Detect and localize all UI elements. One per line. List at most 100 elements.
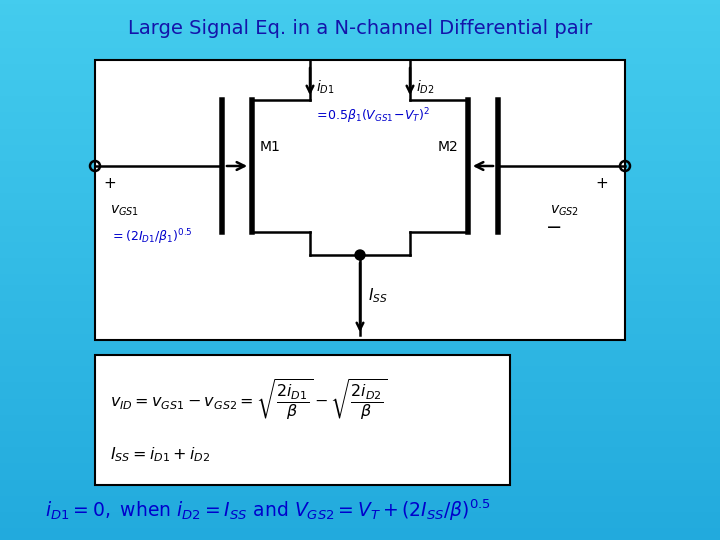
Bar [0,427,720,432]
Bar [95,60,625,340]
Text: $v_{GS2}$: $v_{GS2}$ [550,204,579,218]
Text: Large Signal Eq. in a N-channel Differential pair: Large Signal Eq. in a N-channel Differen… [128,18,592,37]
Bar [0,32,720,38]
Bar [0,65,720,70]
Text: M2: M2 [438,140,459,154]
Bar [0,259,720,265]
Text: M1: M1 [260,140,281,154]
Text: $=\!0.5\beta_1(V_{GS1}\!-\!V_T)^2$: $=\!0.5\beta_1(V_{GS1}\!-\!V_T)^2$ [314,106,430,126]
Bar [0,162,720,167]
Bar [0,27,720,32]
Bar [0,254,720,259]
Bar [0,335,720,340]
Bar [0,356,720,362]
Bar [0,281,720,286]
Bar [0,59,720,65]
Bar [0,302,720,308]
Bar [0,470,720,475]
Bar [0,119,720,124]
Bar [0,194,720,200]
Text: $-$: $-$ [545,216,562,235]
Bar [0,200,720,205]
Bar [0,502,720,508]
Text: +: + [103,176,116,191]
Bar [0,464,720,470]
Bar [0,432,720,437]
Bar [0,292,720,297]
Bar [0,146,720,151]
Bar [0,97,720,103]
Bar [0,238,720,243]
Bar [0,329,720,335]
Bar [0,508,720,513]
Bar [0,11,720,16]
Bar [0,151,720,157]
Bar [0,367,720,373]
Text: $=(2I_{D1}/\beta_1)^{0.5}$: $=(2I_{D1}/\beta_1)^{0.5}$ [110,227,193,247]
Bar [0,49,720,54]
Text: $I_{SS} = i_{D1} + i_{D2}$: $I_{SS} = i_{D1} + i_{D2}$ [110,446,210,464]
Text: $i_{D1}$: $i_{D1}$ [316,79,335,97]
Bar [0,319,720,324]
Bar [0,22,720,27]
Bar [0,518,720,524]
Bar [0,167,720,173]
Bar [0,437,720,443]
Text: $v_{ID} = v_{GS1} - v_{GS2} = \sqrt{\dfrac{2i_{D1}}{\beta}} - \sqrt{\dfrac{2i_{D: $v_{ID} = v_{GS1} - v_{GS2} = \sqrt{\dfr… [110,378,387,422]
Text: +: + [595,176,608,191]
Bar [0,227,720,232]
Bar [0,135,720,140]
Bar [0,243,720,248]
Bar [0,81,720,86]
Bar [0,221,720,227]
Bar [0,486,720,491]
Bar [0,351,720,356]
Bar [0,38,720,43]
Bar [0,43,720,49]
Bar [0,275,720,281]
Bar [0,184,720,189]
Bar [0,513,720,518]
Bar [0,313,720,319]
Bar [0,416,720,421]
Bar [0,86,720,92]
Bar [0,157,720,162]
Bar [0,383,720,389]
Bar [0,130,720,135]
Bar [0,173,720,178]
Bar [0,92,720,97]
Bar [0,394,720,400]
Bar [0,0,720,5]
Bar [0,340,720,346]
Bar [0,5,720,11]
Text: $I_{SS}$: $I_{SS}$ [368,286,387,305]
Bar [0,378,720,383]
Bar [0,448,720,454]
Bar [0,113,720,119]
Bar [0,497,720,502]
Bar [0,178,720,184]
Bar [0,189,720,194]
Bar [0,16,720,22]
Text: $v_{GS1}$: $v_{GS1}$ [110,204,139,218]
Bar [0,324,720,329]
Bar [0,211,720,216]
Circle shape [355,250,365,260]
Bar [0,124,720,130]
Bar [0,286,720,292]
Bar [0,140,720,146]
Bar [0,54,720,59]
Bar [0,216,720,221]
Bar [0,103,720,108]
Bar [0,389,720,394]
Bar [0,346,720,351]
Bar [0,443,720,448]
Bar [0,76,720,81]
Bar [0,491,720,497]
Bar [95,355,510,485]
Bar [0,232,720,238]
Bar [0,405,720,410]
Bar [0,535,720,540]
Bar [0,524,720,529]
Bar [0,400,720,405]
